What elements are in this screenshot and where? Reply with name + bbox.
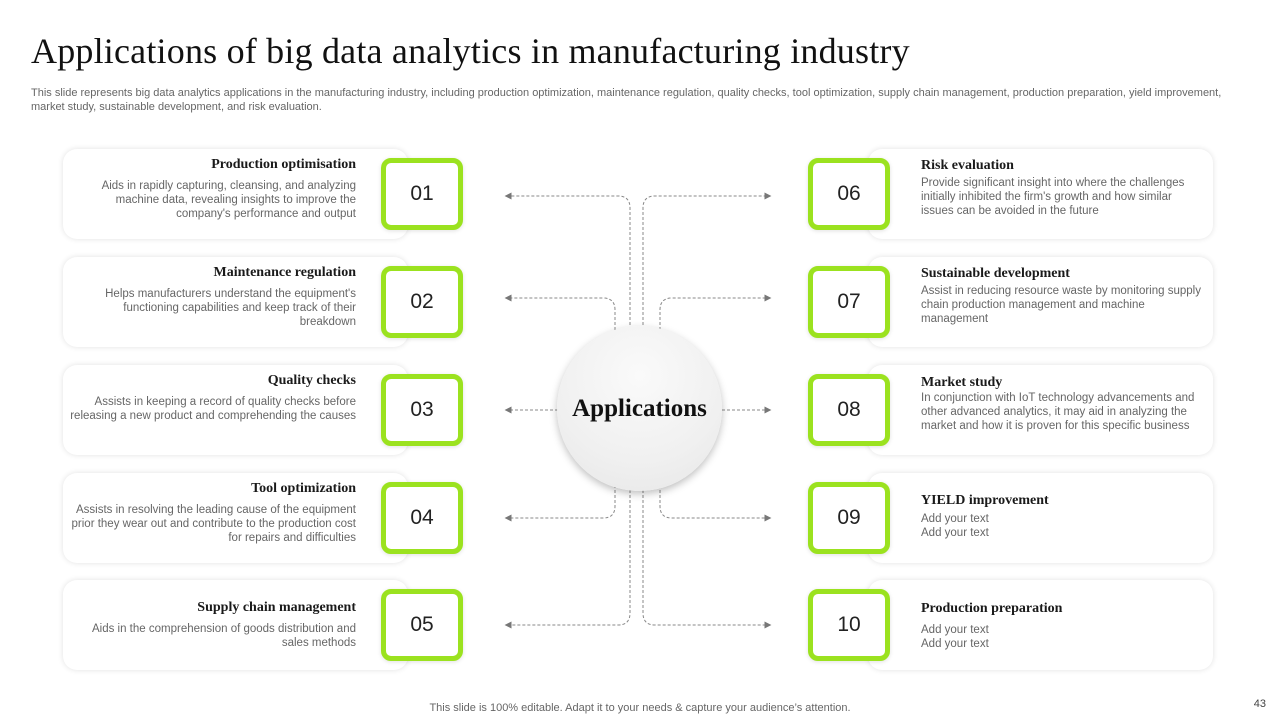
- connector-02: [504, 294, 616, 330]
- card-supply-chain-management: Supply chain management Aids in the comp…: [63, 580, 408, 670]
- card-quality-checks: Quality checks Assists in keeping a reco…: [63, 365, 408, 455]
- card-yield-improvement: YIELD improvement Add your text Add your…: [868, 473, 1213, 563]
- connector-07: [659, 294, 772, 330]
- card-heading: Production preparation: [921, 601, 1063, 616]
- number-badge-02: 02: [381, 266, 463, 338]
- card-heading: Tool optimization: [251, 481, 356, 496]
- card-tool-optimization: Tool optimization Assists in resolving t…: [63, 473, 408, 563]
- slide-subtitle: This slide represents big data analytics…: [31, 87, 1222, 113]
- card-description: Aids in the comprehension of goods distr…: [91, 623, 356, 649]
- card-market-study: Market study In conjunction with IoT tec…: [868, 365, 1213, 455]
- card-production-optimisation: Production optimisation Aids in rapidly …: [63, 149, 408, 239]
- slide-title: Applications of big data analytics in ma…: [31, 31, 910, 71]
- card-heading: Supply chain management: [197, 600, 356, 615]
- footer-note: This slide is 100% editable. Adapt it to…: [429, 702, 851, 714]
- page-number: 43: [1253, 698, 1266, 710]
- card-heading: Quality checks: [267, 373, 356, 388]
- card-heading: Market study: [921, 375, 1003, 390]
- card-description: Provide significant insight into where t…: [921, 177, 1185, 217]
- connector-04: [504, 485, 616, 522]
- number-badge-10: 10: [808, 589, 890, 661]
- card-description: Add your text Add your text: [921, 624, 989, 650]
- card-description: Helps manufacturers understand the equip…: [105, 288, 356, 328]
- connector-09: [659, 485, 772, 522]
- number-badge-06: 06: [808, 158, 890, 230]
- card-heading: Maintenance regulation: [213, 265, 356, 280]
- card-description: Add your text Add your text: [921, 513, 989, 539]
- number-badge-05: 05: [381, 589, 463, 661]
- card-risk-evaluation: Risk evaluation Provide significant insi…: [868, 149, 1213, 239]
- number-badge-03: 03: [381, 374, 463, 446]
- card-heading: Production optimisation: [211, 157, 356, 172]
- connector-01: [504, 192, 631, 330]
- center-hub-label: Applications: [572, 394, 707, 422]
- connector-06: [642, 192, 772, 330]
- card-heading: Risk evaluation: [921, 158, 1014, 173]
- number-badge-01: 01: [381, 158, 463, 230]
- card-description: Assists in resolving the leading cause o…: [71, 504, 356, 544]
- number-badge-08: 08: [808, 374, 890, 446]
- connector-10: [642, 485, 772, 629]
- card-heading: YIELD improvement: [921, 493, 1049, 508]
- number-badge-07: 07: [808, 266, 890, 338]
- center-hub: Applications: [557, 326, 722, 491]
- card-description: Aids in rapidly capturing, cleansing, an…: [101, 180, 356, 220]
- card-heading: Sustainable development: [921, 266, 1070, 281]
- connector-05: [504, 485, 631, 629]
- number-badge-09: 09: [808, 482, 890, 554]
- number-badge-04: 04: [381, 482, 463, 554]
- card-maintenance-regulation: Maintenance regulation Helps manufacture…: [63, 257, 408, 347]
- card-description: Assists in keeping a record of quality c…: [70, 396, 356, 422]
- card-description: In conjunction with IoT technology advan…: [921, 392, 1195, 432]
- card-sustainable-development: Sustainable development Assist in reduci…: [868, 257, 1213, 347]
- card-production-preparation: Production preparation Add your text Add…: [868, 580, 1213, 670]
- card-description: Assist in reducing resource waste by mon…: [921, 285, 1201, 325]
